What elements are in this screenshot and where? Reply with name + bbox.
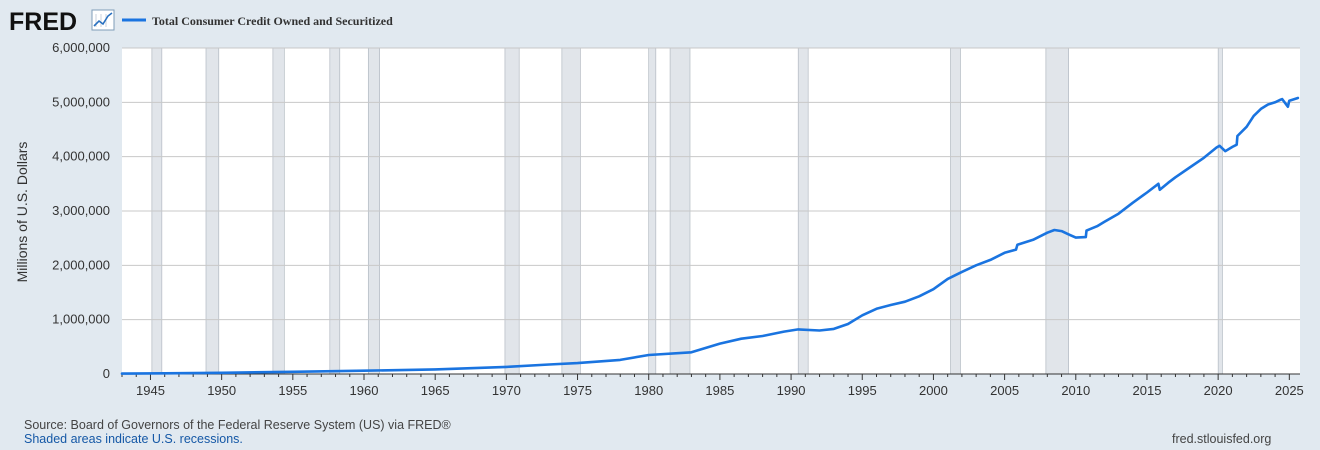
y-axis-title: Millions of U.S. Dollars (14, 142, 30, 283)
x-tick-label: 1950 (207, 383, 236, 398)
x-tick-label: 2010 (1061, 383, 1090, 398)
x-tick-label: 1995 (848, 383, 877, 398)
legend: Total Consumer Credit Owned and Securiti… (122, 14, 393, 28)
y-tick-label: 1,000,000 (52, 312, 110, 327)
y-tick-label: 3,000,000 (52, 203, 110, 218)
legend-label: Total Consumer Credit Owned and Securiti… (152, 14, 393, 28)
series-line (120, 96, 1300, 375)
y-tick-label: 5,000,000 (52, 94, 110, 109)
x-tick-label: 1970 (492, 383, 521, 398)
y-tick-label: 2,000,000 (52, 257, 110, 272)
line-chart-icon (91, 9, 115, 31)
x-tick-label: 2000 (919, 383, 948, 398)
y-tick-label: 0 (103, 366, 110, 381)
x-tick-label: 1965 (421, 383, 450, 398)
footer-notes: Source: Board of Governors of the Federa… (24, 418, 451, 446)
site-url[interactable]: fred.stlouisfed.org (1172, 432, 1272, 446)
x-tick-label: 2015 (1133, 383, 1162, 398)
x-tick-label: 2020 (1204, 383, 1233, 398)
x-tick-label: 1955 (278, 383, 307, 398)
plot-area: 0 1,000,000 2,000,000 3,000,000 4,000,000 5,0… (52, 40, 1304, 398)
recession-note: Shaded areas indicate U.S. recessions. (24, 432, 243, 446)
x-tick-label: 1985 (705, 383, 734, 398)
x-tick-label: 1960 (350, 383, 379, 398)
source-text: Source: Board of Governors of the Federa… (24, 418, 451, 432)
x-tick-label: 2005 (990, 383, 1019, 398)
y-tick-label: 4,000,000 (52, 149, 110, 164)
y-tick-label: 6,000,000 (52, 40, 110, 55)
x-tick-label: 1980 (634, 383, 663, 398)
x-tick-label: 2025 (1275, 383, 1304, 398)
x-tick-label: 1945 (136, 383, 165, 398)
x-tick-label: 1990 (777, 383, 806, 398)
fred-logo[interactable]: FRED (9, 8, 115, 36)
x-tick-label: 1975 (563, 383, 592, 398)
logo-text: FRED (9, 8, 77, 36)
